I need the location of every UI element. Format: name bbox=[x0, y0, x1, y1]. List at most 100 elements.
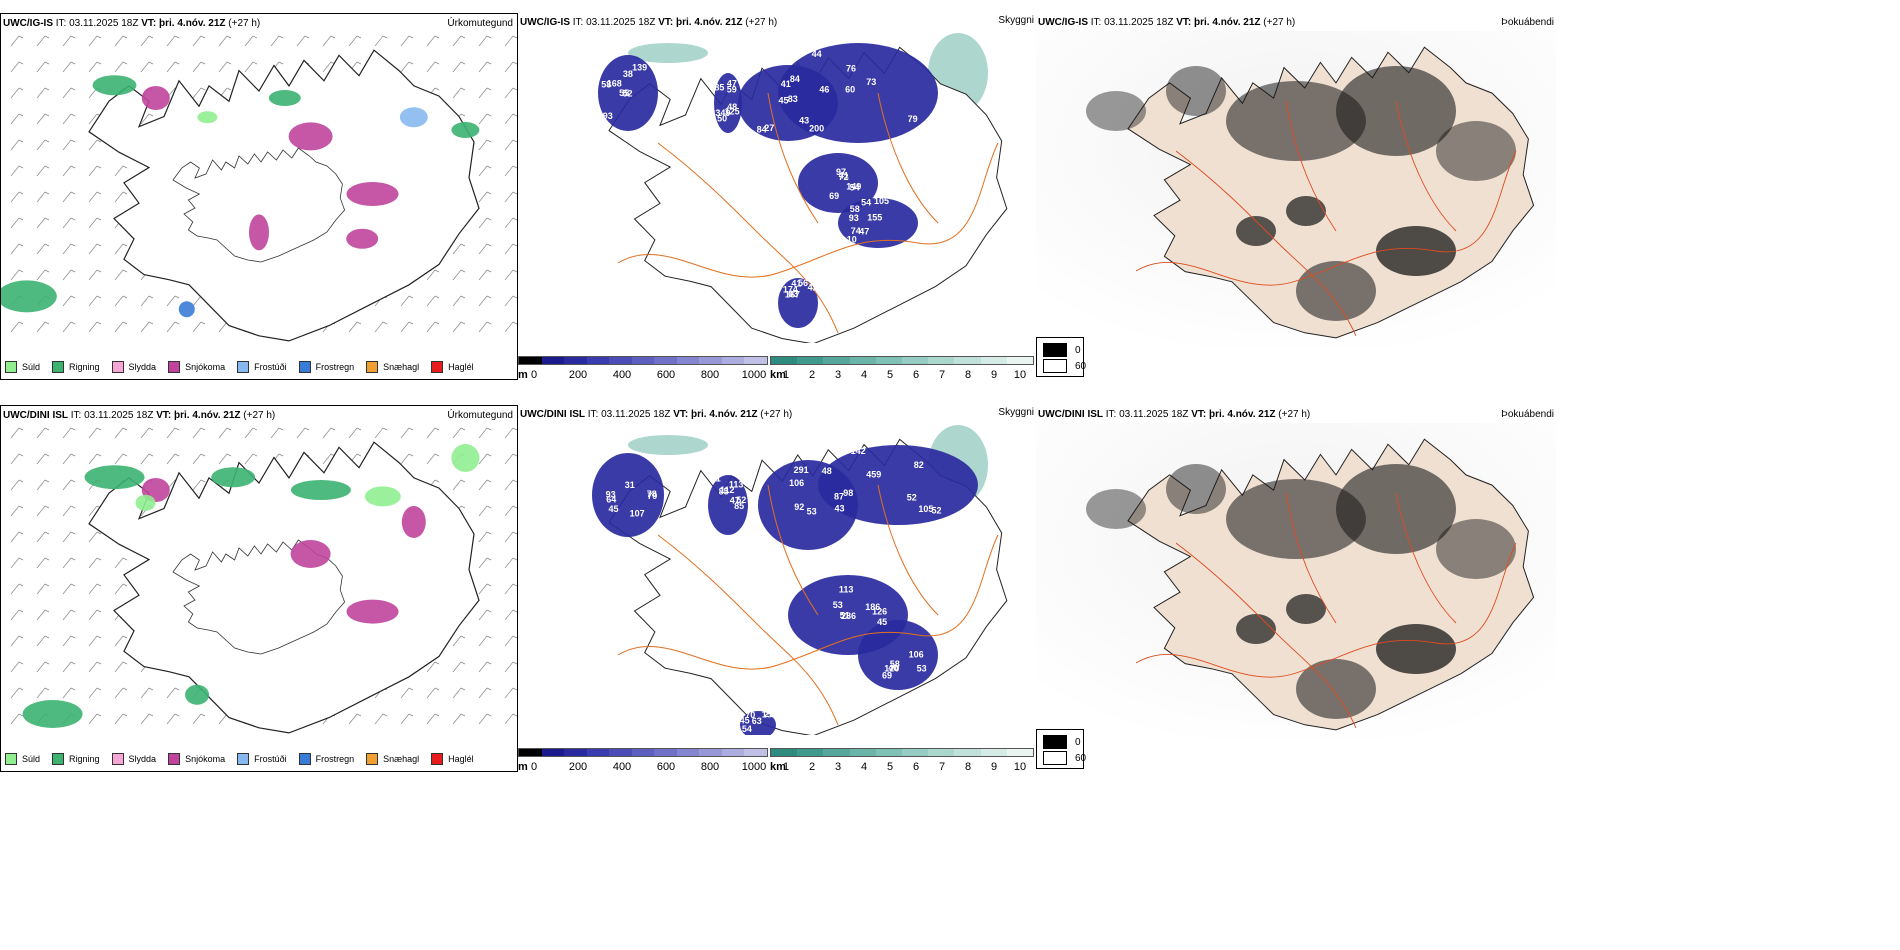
colorbar-tick: 400 bbox=[612, 369, 632, 380]
colorbar-segment bbox=[699, 357, 722, 364]
colorbar-tick: 2 bbox=[808, 369, 816, 380]
precip-legend-item: Súld bbox=[5, 753, 40, 765]
legend-label: Haglél bbox=[448, 362, 474, 372]
legend-label: Súld bbox=[22, 362, 41, 372]
legend-swatch bbox=[431, 753, 444, 765]
precip-legend-item: Rigning bbox=[52, 753, 100, 765]
ceiling-label: 47 bbox=[727, 79, 737, 89]
legend-swatch bbox=[5, 753, 17, 765]
legend-label: Rigning bbox=[69, 362, 100, 372]
colorbar-tick: 7 bbox=[938, 761, 946, 772]
ceiling-label: 27 bbox=[764, 123, 774, 133]
colorbar-tick: 10 bbox=[1013, 761, 1027, 772]
legend-label: Frostregn bbox=[315, 362, 355, 372]
precip-type-label-top: Úrkomutegund bbox=[447, 18, 513, 29]
ceiling-label: 155 bbox=[867, 213, 882, 223]
ceiling-label: 85 bbox=[714, 83, 724, 93]
ceiling-label: 149 bbox=[846, 182, 861, 192]
ceiling-label: 84 bbox=[790, 74, 800, 84]
ceiling-label: 142 bbox=[851, 446, 866, 456]
precip-type-label-bottom: Úrkomutegund bbox=[447, 410, 513, 421]
colorbar-segment bbox=[654, 357, 677, 364]
ceiling-label: 286 bbox=[841, 611, 856, 621]
ceiling-label: 58 bbox=[601, 80, 611, 90]
colorbar-tick: 4 bbox=[860, 761, 868, 772]
ceiling-label: 70 bbox=[745, 710, 755, 720]
ceiling-label: 23 bbox=[764, 709, 774, 719]
colorbar-segment bbox=[676, 357, 700, 364]
colorbar-tick: 9 bbox=[990, 761, 998, 772]
precip-legend-item: Súld bbox=[5, 361, 40, 373]
ceiling-label: 92 bbox=[794, 502, 804, 512]
precip-legend-item: Snæhagl bbox=[366, 753, 419, 765]
colorbar-tick: 600 bbox=[656, 761, 676, 772]
legend-label: Frostúði bbox=[254, 754, 287, 764]
ceiling-label: 105 bbox=[874, 196, 889, 206]
legend-label: Snæhagl bbox=[383, 754, 420, 764]
ceiling-label: 79 bbox=[908, 114, 918, 124]
ceiling-label: 73 bbox=[866, 77, 876, 87]
colorbar-segment bbox=[541, 749, 565, 756]
fog-swatch-0 bbox=[1043, 343, 1067, 357]
ceiling-label: 63 bbox=[752, 716, 762, 726]
ceiling-label: 56 bbox=[798, 278, 808, 288]
precip-header-bottom: UWC/DINI ISL IT: 03.11.2025 18Z VT: þri.… bbox=[3, 410, 276, 421]
ceiling-label: 41 bbox=[791, 279, 801, 289]
ceiling-label: 52 bbox=[907, 492, 917, 502]
colorbar-tick: 1000 bbox=[741, 761, 767, 772]
ceiling-label: 78 bbox=[647, 489, 657, 499]
colorbar-tick: 5 bbox=[886, 761, 894, 772]
ceiling-label: 48 bbox=[727, 102, 737, 112]
ceiling-label: 47 bbox=[730, 496, 740, 506]
fog-swatch-0 bbox=[1043, 735, 1067, 749]
colorbar-segment bbox=[744, 749, 768, 756]
colorbar-tick: 10 bbox=[1013, 369, 1027, 380]
ceiling-label: 105 bbox=[918, 504, 933, 514]
precip-legend-item: Slydda bbox=[111, 753, 156, 765]
colorbar-segment bbox=[609, 749, 632, 756]
ceiling-label: 54 bbox=[861, 198, 871, 208]
fog-panel-top: UWC/IG-IS IT: 03.11.2025 18Z VT: þri. 4.… bbox=[1036, 13, 1556, 380]
legend-swatch bbox=[431, 361, 444, 373]
ceiling-label: 55 bbox=[619, 88, 629, 98]
colorbar-tick: 2 bbox=[808, 761, 816, 772]
legend-swatch bbox=[298, 753, 311, 765]
ceiling-label: 58 bbox=[850, 204, 860, 214]
ceiling-label: 41 bbox=[781, 79, 791, 89]
fog-legend-top: 0 60 bbox=[1036, 337, 1086, 377]
colorbar-segment bbox=[609, 357, 632, 364]
ceiling-label: 98 bbox=[843, 488, 853, 498]
ceiling-label: 43 bbox=[834, 504, 844, 514]
ceiling-label: 106 bbox=[909, 649, 924, 659]
legend-label: Snjókoma bbox=[185, 754, 226, 764]
fog-type-label-top: Þokuábendi bbox=[1501, 17, 1554, 28]
ceiling-label: 48 bbox=[822, 466, 832, 476]
ceiling-label: 64 bbox=[606, 495, 616, 505]
ceiling-label: 93 bbox=[849, 213, 859, 223]
ceiling-label: 40 bbox=[888, 663, 898, 673]
colorbar-tick: 1000 bbox=[741, 369, 767, 380]
legend-label: Haglél bbox=[448, 754, 474, 764]
precip-legend-item: Slydda bbox=[111, 361, 156, 373]
precip-header-top: UWC/IG-IS IT: 03.11.2025 18Z VT: þri. 4.… bbox=[3, 18, 261, 29]
cloud-header-bottom: UWC/DINI ISL IT: 03.11.2025 18Z VT: þri.… bbox=[520, 409, 793, 420]
ceiling-label: 41 bbox=[839, 171, 849, 181]
ceiling-colorbar-bottom: m 0 200 400 600 800 1000 bbox=[518, 748, 768, 772]
precip-legend-item: Frostúði bbox=[237, 753, 287, 765]
colorbar-segment bbox=[564, 357, 587, 364]
colorbar-segment bbox=[744, 357, 768, 364]
fog-header-top: UWC/IG-IS IT: 03.11.2025 18Z VT: þri. 4.… bbox=[1038, 17, 1296, 28]
legend-label: Snæhagl bbox=[383, 362, 420, 372]
ceiling-label: 53 bbox=[917, 664, 927, 674]
precip-legend-top: Súld Rigning Slydda Snjókoma Frostúði Frostre… bbox=[5, 361, 474, 373]
ceiling-label: 53 bbox=[833, 600, 843, 610]
ceiling-label: 126 bbox=[872, 607, 887, 617]
ceiling-label: 61 bbox=[711, 474, 721, 484]
colorbar-segment bbox=[823, 749, 850, 756]
fog-map-top bbox=[1036, 31, 1556, 346]
colorbar-segment bbox=[541, 357, 565, 364]
ceiling-label: 60 bbox=[845, 85, 855, 95]
colorbar-segment bbox=[586, 749, 610, 756]
